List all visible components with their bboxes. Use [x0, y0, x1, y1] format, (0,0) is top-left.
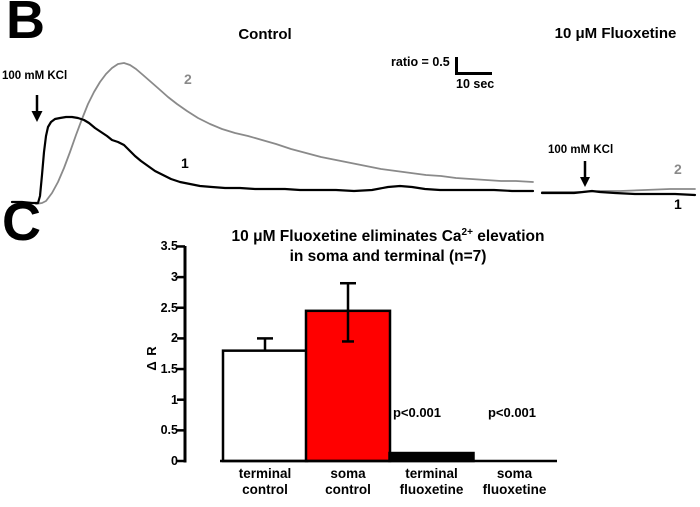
- category-label-line: soma: [496, 466, 533, 481]
- chart-title: 10 μM Fluoxetine eliminates Ca2+ elevati…: [193, 227, 583, 266]
- fluoxetine-condition-label: 10 μM Fluoxetine: [554, 25, 677, 42]
- y-tick-label: 3.5: [160, 239, 178, 254]
- kcl-arrow-control: [31, 95, 43, 122]
- category-label-line: fluoxetine: [482, 481, 547, 497]
- category-label-line: control: [242, 481, 288, 497]
- kcl-label-fluoxetine: 100 mM KCl: [548, 144, 614, 156]
- category-label-line: soma: [330, 466, 366, 481]
- scalebar-time-label: 10 sec: [456, 77, 495, 91]
- chart-title-sup: 2+: [461, 227, 473, 238]
- y-tick-label: 3: [171, 270, 178, 285]
- trace-2-label-fluoxetine: 2: [674, 161, 682, 177]
- category-label-line: terminal: [238, 466, 292, 481]
- category-label-line: fluoxetine: [399, 481, 464, 497]
- scalebar-ratio-label: ratio = 0.5: [391, 55, 450, 69]
- bar-terminal-control: [221, 349, 309, 463]
- category-label-soma-fluoxetine: soma fluoxetine: [460, 466, 570, 498]
- category-label-terminal-control: terminal control: [210, 466, 320, 498]
- p-value-label-1: p<0.001: [392, 405, 442, 420]
- y-tick-label: 2.5: [160, 300, 178, 315]
- category-label-terminal-fluoxetine: terminal fluoxetine: [377, 466, 487, 498]
- y-tick-label: 1: [171, 392, 178, 407]
- panel-c-letter: C: [2, 192, 41, 252]
- category-label-line: terminal: [405, 466, 458, 481]
- chart-title-line2: in soma and terminal (n=7): [289, 247, 487, 265]
- control-condition-label: Control: [238, 26, 292, 43]
- trace-terminal-control: [10, 115, 535, 205]
- y-tick-label: 0.5: [160, 423, 178, 438]
- y-tick-label: 0: [171, 454, 178, 468]
- trace-1-label-fluoxetine: 1: [674, 196, 682, 212]
- kcl-label-control: 100 mM KCl: [2, 70, 68, 82]
- trace-soma-control: [35, 62, 534, 205]
- kcl-arrow-fluoxetine: [580, 161, 590, 187]
- trace-1-label-control: 1: [181, 155, 189, 171]
- chart-title-pre: 10 μM Fluoxetine eliminates Ca: [231, 228, 462, 246]
- chart-title-post: elevation: [472, 228, 545, 246]
- p-value-label-2: p<0.001: [487, 405, 537, 420]
- y-tick-label: 1.5: [160, 362, 178, 377]
- category-label-line: control: [325, 481, 371, 497]
- category-label-soma-control: soma control: [293, 466, 403, 498]
- panel-b-letter: B: [6, 0, 45, 50]
- trace-2-label-control: 2: [184, 71, 192, 87]
- y-tick-label: 2: [171, 331, 178, 346]
- scale-bar: [455, 57, 492, 75]
- trace-terminal-fluoxetine: [540, 189, 697, 197]
- chart-title-line1: 10 μM Fluoxetine eliminates Ca2+ elevati…: [193, 227, 583, 247]
